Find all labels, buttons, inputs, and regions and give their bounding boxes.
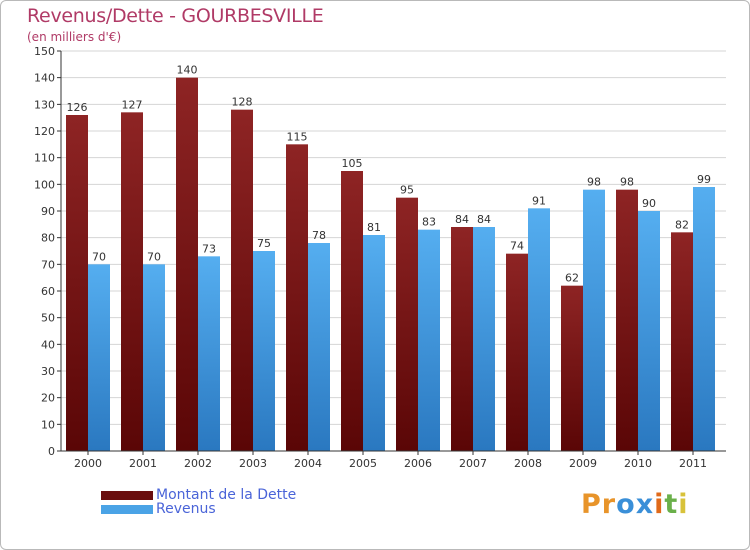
chart-title: Revenus/Dette - GOURBESVILLE (27, 5, 324, 27)
bar-revenus (583, 189, 605, 451)
bar-dette (506, 253, 528, 451)
y-tick-label: 0 (48, 445, 55, 458)
bar-revenus (418, 229, 440, 451)
bar-revenus (363, 235, 385, 451)
data-label-revenus: 91 (532, 194, 546, 207)
legend-swatch-debt (101, 491, 153, 500)
data-label-dette: 105 (342, 157, 363, 170)
y-tick-label: 90 (41, 205, 55, 218)
x-tick-label: 2000 (74, 457, 102, 470)
bar-dette (616, 189, 638, 451)
logo-letter: x (635, 489, 655, 520)
bar-dette (396, 197, 418, 451)
proxiti-logo: Proxiti (581, 489, 689, 520)
bar-revenus (253, 251, 275, 451)
y-tick-label: 80 (41, 232, 55, 245)
data-label-dette: 95 (400, 184, 414, 197)
y-tick-label: 140 (34, 72, 55, 85)
bar-revenus (528, 208, 550, 451)
bar-dette (231, 109, 253, 452)
bar-revenus (638, 211, 660, 451)
bar-revenus (308, 243, 330, 451)
x-tick-label: 2010 (624, 457, 652, 470)
data-label-dette: 140 (177, 64, 198, 77)
data-label-revenus: 84 (477, 213, 491, 226)
y-tick-label: 30 (41, 365, 55, 378)
y-tick-label: 120 (34, 125, 55, 138)
y-tick-label: 110 (34, 152, 55, 165)
bar-revenus (693, 187, 715, 451)
logo-letter: P (581, 489, 602, 520)
bar-dette (561, 285, 583, 451)
data-label-dette: 74 (510, 240, 524, 253)
y-tick-label: 40 (41, 338, 55, 351)
data-label-revenus: 83 (422, 216, 436, 229)
legend-label-revenus: Revenus (156, 501, 216, 517)
x-tick-label: 2006 (404, 457, 432, 470)
data-label-revenus: 70 (147, 250, 161, 263)
x-tick-label: 2001 (129, 457, 157, 470)
data-label-revenus: 75 (257, 237, 271, 250)
logo-letter: o (616, 489, 636, 520)
bar-dette (66, 115, 88, 451)
bar-dette (671, 232, 693, 451)
x-tick-label: 2008 (514, 457, 542, 470)
y-tick-label: 100 (34, 178, 55, 191)
logo-letter: i (654, 489, 665, 520)
data-label-dette: 98 (620, 176, 634, 189)
x-tick-label: 2004 (294, 457, 322, 470)
logo-letter: i (678, 489, 689, 520)
y-tick-label: 20 (41, 392, 55, 405)
y-tick-label: 10 (41, 418, 55, 431)
logo-letter: t (664, 489, 679, 520)
logo-letter: r (601, 489, 617, 520)
x-tick-label: 2002 (184, 457, 212, 470)
x-tick-label: 2011 (679, 457, 707, 470)
data-label-dette: 82 (675, 218, 689, 231)
data-label-dette: 115 (287, 130, 308, 143)
plot-area (61, 51, 726, 451)
y-tick-label: 150 (34, 45, 55, 58)
data-label-dette: 127 (122, 98, 143, 111)
y-tick-label: 60 (41, 285, 55, 298)
chart-subtitle: (en milliers d'€) (27, 30, 122, 44)
legend-label-debt: Montant de la Dette (156, 487, 297, 503)
bar-revenus (143, 264, 165, 451)
bar-dette (451, 227, 473, 451)
data-label-revenus: 73 (202, 242, 216, 255)
bar-revenus (198, 256, 220, 451)
x-tick-label: 2009 (569, 457, 597, 470)
x-tick-label: 2007 (459, 457, 487, 470)
data-label-revenus: 70 (92, 250, 106, 263)
bar-dette (121, 112, 143, 451)
bar-dette (176, 77, 198, 452)
data-label-revenus: 98 (587, 176, 601, 189)
bar-revenus (88, 264, 110, 451)
data-label-dette: 84 (455, 213, 469, 226)
y-tick-label: 130 (34, 98, 55, 111)
data-label-dette: 126 (67, 101, 88, 114)
x-tick-label: 2003 (239, 457, 267, 470)
data-label-revenus: 90 (642, 197, 656, 210)
y-tick-label: 70 (41, 258, 55, 271)
data-label-dette: 62 (565, 272, 579, 285)
bar-revenus (473, 227, 495, 451)
data-label-revenus: 99 (697, 173, 711, 186)
data-label-revenus: 78 (312, 229, 326, 242)
data-label-dette: 128 (232, 96, 253, 109)
x-tick-label: 2005 (349, 457, 377, 470)
legend-swatch-revenus (101, 505, 153, 514)
bar-dette (341, 171, 363, 451)
bar-dette (286, 144, 308, 452)
data-label-revenus: 81 (367, 221, 381, 234)
y-tick-label: 50 (41, 312, 55, 325)
